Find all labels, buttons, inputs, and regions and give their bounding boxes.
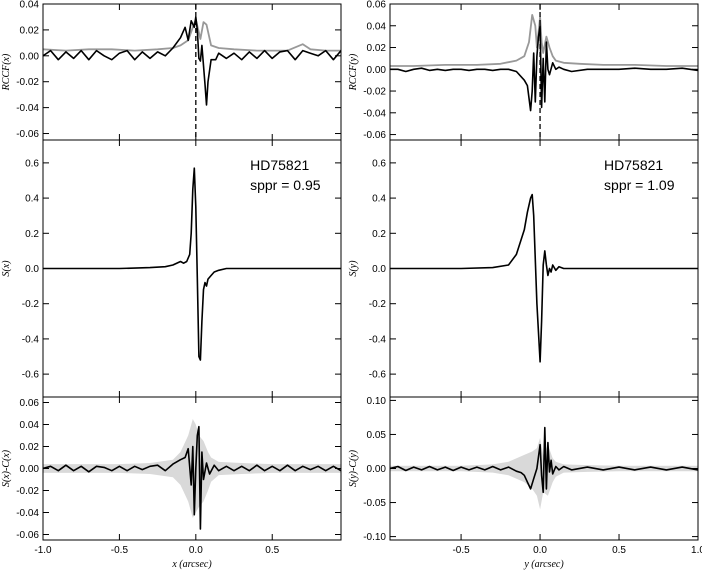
- x-axis-label: y (arcsec): [523, 559, 564, 570]
- y-tick-label: 0.06: [367, 0, 387, 11]
- y-tick-label: 0.02: [20, 25, 40, 36]
- y-axis-label: S(x): [1, 260, 12, 277]
- y-tick-label: 0.10: [367, 396, 387, 407]
- plot-area: [43, 419, 341, 530]
- y-tick-label: -0.10: [363, 532, 386, 543]
- x-tick-label: -1.0: [34, 545, 52, 556]
- y-tick-label: 0.02: [20, 442, 40, 453]
- y-tick-label: 0.04: [20, 0, 40, 11]
- y-tick-label: -0.04: [16, 508, 39, 519]
- y-tick-label: -0.06: [16, 129, 39, 140]
- y-axis-label: S(y)-C(y): [348, 449, 359, 487]
- x-tick-label: 0.5: [612, 545, 626, 556]
- x-tick-label: -0.5: [452, 545, 470, 556]
- y-tick-label: -0.06: [363, 130, 386, 141]
- y-tick-label: 0.02: [367, 43, 387, 54]
- x-tick-label: -0.5: [111, 545, 129, 556]
- annotation-sppr: sppr = 1.09: [604, 177, 675, 193]
- y-tick-label: -0.06: [16, 530, 39, 541]
- panel-x-middle: -0.6 -0.4 -0.2 0.0 0.2 0.4 0.6 S(x) HD75821 sppr …: [1, 139, 342, 398]
- y-tick-label: 0.04: [367, 21, 387, 32]
- y-tick-label: -0.2: [22, 299, 40, 310]
- y-tick-label: 0.6: [372, 158, 386, 169]
- plot-area: [390, 14, 698, 112]
- annotation-star-name: HD75821: [604, 157, 663, 173]
- y-tick-label: -0.04: [363, 108, 386, 119]
- y-tick-label: 0.4: [25, 194, 39, 205]
- y-axis-label: S(y): [348, 260, 359, 277]
- y-tick-label: -0.02: [16, 77, 39, 88]
- y-axis-label: RCCF(y): [348, 53, 359, 91]
- y-tick-label: -0.2: [369, 299, 387, 310]
- y-tick-label: 0.2: [372, 229, 386, 240]
- y-tick-label: 0.00: [20, 51, 40, 62]
- y-tick-label: 0.05: [367, 430, 387, 441]
- y-tick-label: -0.4: [22, 334, 40, 345]
- plot-frame: [42, 3, 342, 141]
- panel-y-top: -0.06 -0.04 -0.02 0.00 0.02 0.04 0.06 RCCF(y): [348, 0, 699, 141]
- panel-x-top: -0.06 -0.04 -0.02 0.00 0.02 0.04 RCCF(x): [1, 0, 342, 141]
- y-tick-label: 0.00: [367, 464, 387, 475]
- x-tick-label: 0.0: [189, 545, 203, 556]
- y-tick-label: 0.04: [20, 420, 40, 431]
- y-tick-label: -0.6: [22, 370, 40, 381]
- x-tick-label: 1.0: [691, 545, 702, 556]
- series-line-secondary: [43, 18, 341, 52]
- y-tick-label: 0.6: [25, 158, 39, 169]
- y-axis-label: S(x)-C(x): [1, 449, 12, 487]
- y-tick-label: -0.4: [369, 334, 387, 345]
- series-line-primary: [43, 425, 341, 530]
- y-tick-label: 0.0: [372, 264, 386, 275]
- panel-y-middle: -0.6 -0.4 -0.2 0.0 0.2 0.4 0.6 S(y) HD75821 sppr …: [348, 139, 699, 398]
- x-tick-label: 0.5: [265, 545, 279, 556]
- series-line-primary: [43, 167, 341, 361]
- y-tick-label: -0.04: [16, 103, 39, 114]
- panel-x-bottom: -0.06 -0.04 -0.02 0.00 0.02 0.04 0.06 -1.0 -0.5 0…: [1, 396, 342, 570]
- y-tick-label: -0.05: [363, 498, 386, 509]
- plot-area: [390, 426, 698, 510]
- y-tick-label: 0.2: [25, 229, 39, 240]
- series-line-primary: [390, 426, 698, 494]
- y-tick-label: 0.00: [20, 464, 40, 475]
- series-line-primary: [43, 16, 341, 106]
- panel-y-bottom: -0.10 -0.05 0.00 0.05 0.10 -0.5 0.0 0.5 1.0 S(y)-…: [348, 396, 702, 570]
- plot-area: [43, 167, 341, 361]
- series-line-primary: [390, 193, 698, 363]
- y-tick-label: -0.02: [16, 486, 39, 497]
- x-axis-label: x (arcsec): [171, 559, 212, 570]
- y-tick-label: 0.4: [372, 194, 386, 205]
- y-axis-label: RCCF(x): [1, 53, 12, 91]
- y-tick-label: 0.0: [25, 264, 39, 275]
- plot-area: [390, 193, 698, 363]
- y-tick-label: 0.00: [367, 65, 387, 76]
- y-tick-label: 0.06: [20, 398, 40, 409]
- series-line-secondary: [390, 14, 698, 67]
- series-line-primary: [390, 25, 698, 112]
- annotation-sppr: sppr = 0.95: [250, 177, 321, 193]
- annotation-star-name: HD75821: [250, 157, 309, 173]
- x-tick-label: 0.0: [533, 545, 547, 556]
- plot-area: [43, 16, 341, 106]
- y-tick-label: -0.6: [369, 370, 387, 381]
- y-tick-label: -0.02: [363, 87, 386, 98]
